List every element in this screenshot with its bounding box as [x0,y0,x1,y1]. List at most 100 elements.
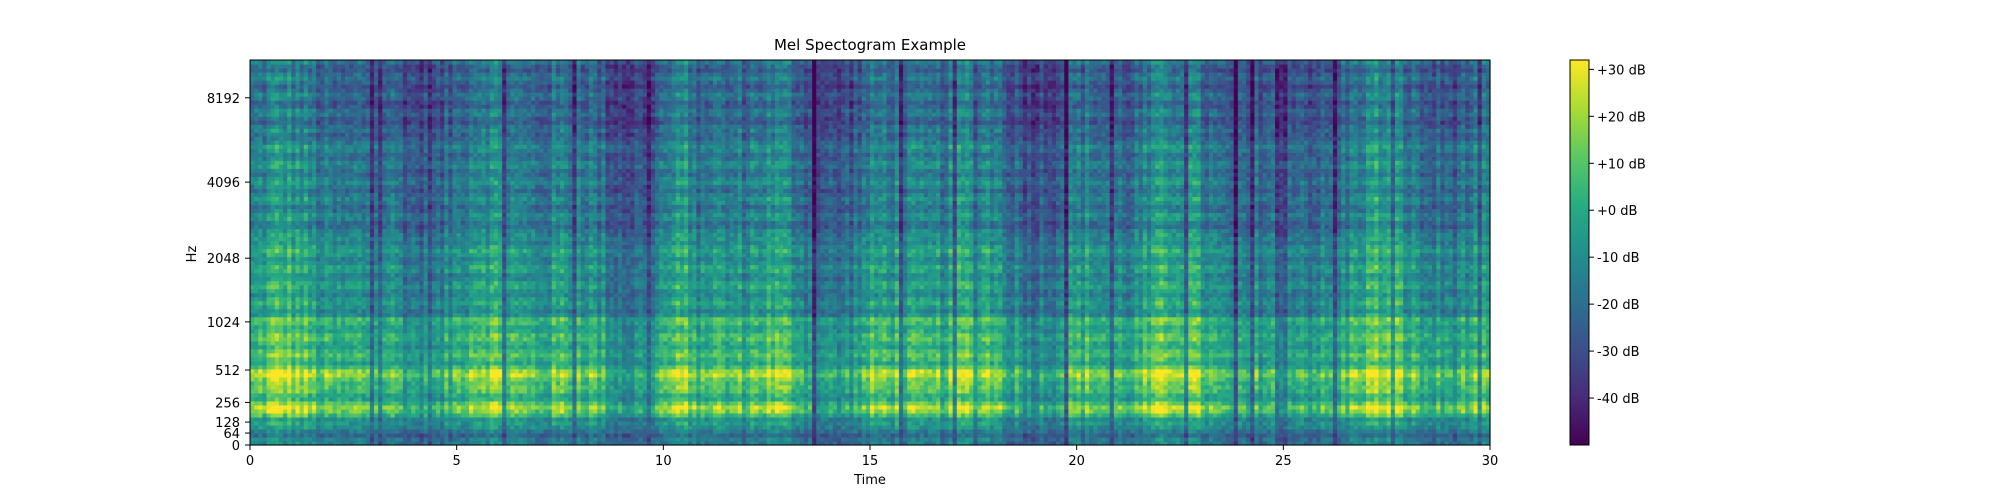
heatmap-cell [254,409,259,414]
heatmap-cell [572,429,577,434]
heatmap-cell [1440,385,1445,390]
heatmap-cell [568,389,573,394]
heatmap-cell [1424,405,1429,410]
heatmap-cell [457,409,462,414]
heatmap-cell [1101,397,1106,402]
heatmap-cell [1482,405,1487,410]
heatmap-cell [486,389,491,394]
heatmap-cell [874,393,879,398]
heatmap-cell [1473,389,1478,394]
heatmap-cell [271,401,276,406]
heatmap-cell [655,389,660,394]
heatmap-cell [448,401,453,406]
heatmap-cell [444,381,449,386]
heatmap-cell [915,385,920,390]
heatmap-cell [849,417,854,422]
heatmap-cell [1292,401,1297,406]
heatmap-cell [1110,425,1115,430]
heatmap-cell [903,397,908,402]
heatmap-cell [378,433,383,438]
heatmap-cell [1432,413,1437,418]
heatmap-cell [895,425,900,430]
heatmap-cell [775,417,780,422]
heatmap-cell [829,397,834,402]
heatmap-cell [461,397,466,402]
heatmap-cell [515,437,520,442]
heatmap-cell [1197,433,1202,438]
heatmap-cell [1374,401,1379,406]
heatmap-cell [647,425,652,430]
heatmap-cell [291,413,296,418]
heatmap-cell [601,389,606,394]
heatmap-cell [316,417,321,422]
heatmap-cell [725,397,730,402]
heatmap-cell [1044,401,1049,406]
heatmap-cell [1155,393,1160,398]
heatmap-cell [717,409,722,414]
heatmap-cell [853,409,858,414]
heatmap-cell [1188,429,1193,434]
heatmap-cell [1089,421,1094,426]
heatmap-cell [552,397,557,402]
heatmap-cell [610,425,615,430]
heatmap-cell [618,417,623,422]
heatmap-cell [1279,417,1284,422]
heatmap-cell [477,389,482,394]
heatmap-cell [891,437,896,442]
heatmap-cell [1147,385,1152,390]
heatmap-cell [1002,433,1007,438]
heatmap-cell [643,437,648,442]
heatmap-cell [990,417,995,422]
heatmap-cell [630,421,635,426]
heatmap-cell [701,421,706,426]
heatmap-cell [1011,397,1016,402]
heatmap-cell [1482,433,1487,438]
heatmap-cell [254,401,259,406]
heatmap-cell [684,405,689,410]
heatmap-cell [585,381,590,386]
heatmap-cell [1469,393,1474,398]
heatmap-cell [1006,397,1011,402]
heatmap-cell [767,409,772,414]
heatmap-cell [481,413,486,418]
heatmap-cell [1110,417,1115,422]
heatmap-cell [746,401,751,406]
heatmap-cell [515,393,520,398]
heatmap-cell [1358,425,1363,430]
heatmap-cell [742,437,747,442]
heatmap-cell [1341,385,1346,390]
heatmap-cell [597,425,602,430]
heatmap-cell [1292,425,1297,430]
heatmap-cell [639,385,644,390]
heatmap-cell [258,429,263,434]
heatmap-cell [593,409,598,414]
heatmap-cell [1110,413,1115,418]
heatmap-cell [1432,437,1437,442]
heatmap-cell [1254,405,1259,410]
heatmap-cell [874,417,879,422]
heatmap-cell [1292,417,1297,422]
heatmap-cell [986,397,991,402]
heatmap-cell [672,401,677,406]
heatmap-cell [324,401,329,406]
heatmap-cell [1283,397,1288,402]
heatmap-cell [556,421,561,426]
heatmap-cell [659,417,664,422]
heatmap-cell [1358,413,1363,418]
heatmap-cell [622,421,627,426]
heatmap-cell [1416,405,1421,410]
heatmap-cell [1110,393,1115,398]
heatmap-cell [1205,405,1210,410]
heatmap-cell [1267,425,1272,430]
heatmap-cell [1122,393,1127,398]
heatmap-cell [684,437,689,442]
heatmap-cell [572,437,577,442]
heatmap-cell [453,393,458,398]
heatmap-cell [1077,405,1082,410]
heatmap-cell [1362,413,1367,418]
heatmap-cell [688,437,693,442]
heatmap-cell [878,385,883,390]
heatmap-cell [1337,409,1342,414]
heatmap-cell [1213,393,1218,398]
heatmap-cell [581,397,586,402]
